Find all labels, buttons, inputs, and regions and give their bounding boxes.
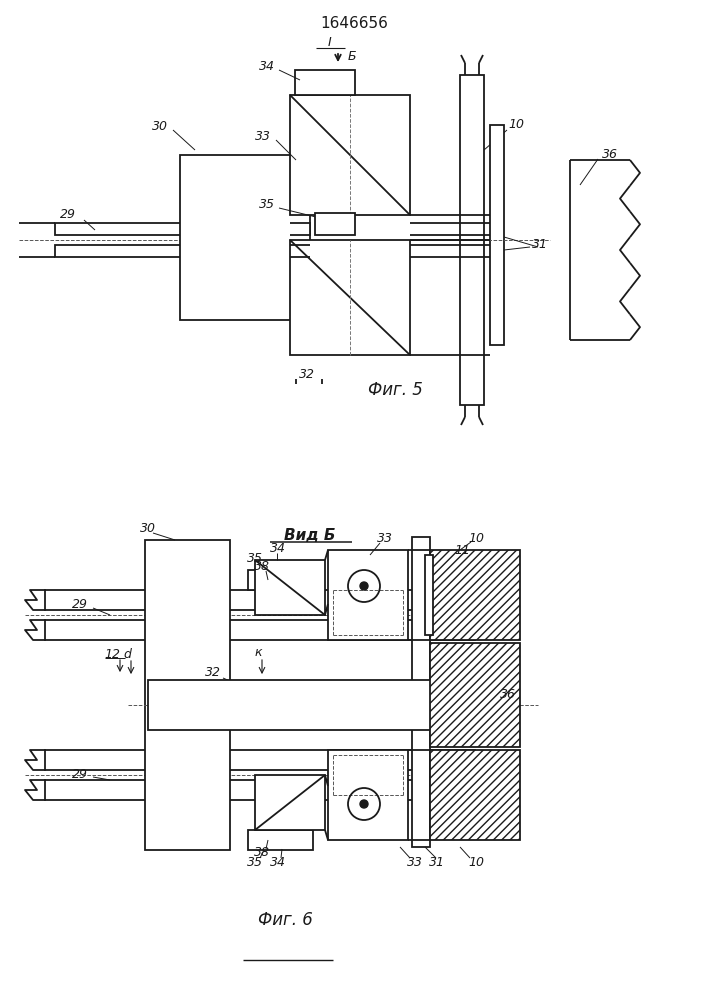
Text: 29: 29 — [72, 598, 88, 611]
Text: 10: 10 — [468, 856, 484, 868]
Text: 10: 10 — [468, 532, 484, 544]
Text: 34: 34 — [259, 60, 275, 74]
Text: 35: 35 — [247, 552, 263, 564]
Bar — [460, 75, 484, 405]
Bar — [145, 540, 230, 850]
Text: 34: 34 — [270, 856, 286, 868]
Bar — [430, 550, 520, 640]
Text: 31: 31 — [429, 856, 445, 868]
Text: 35: 35 — [247, 856, 263, 868]
Bar — [255, 775, 325, 830]
Bar — [180, 155, 310, 320]
Text: 30: 30 — [140, 522, 156, 534]
Circle shape — [360, 800, 368, 808]
Text: 1646656: 1646656 — [320, 15, 388, 30]
Bar — [255, 560, 325, 615]
Text: Б: Б — [348, 50, 356, 64]
Text: 32: 32 — [299, 368, 315, 381]
Text: 29: 29 — [60, 209, 76, 222]
Bar — [148, 680, 518, 730]
Bar — [490, 125, 504, 345]
Text: 32: 32 — [205, 666, 221, 680]
Text: 33: 33 — [255, 130, 271, 143]
Bar — [315, 213, 355, 235]
Text: 10: 10 — [508, 118, 524, 131]
Bar — [290, 95, 410, 215]
Text: 33: 33 — [407, 856, 423, 868]
Bar — [425, 555, 433, 635]
Text: 33: 33 — [377, 532, 393, 544]
Bar — [45, 750, 475, 770]
Bar — [55, 223, 310, 235]
Bar — [45, 780, 475, 800]
Bar — [45, 590, 475, 610]
Text: 31: 31 — [532, 238, 548, 251]
Text: 35: 35 — [259, 198, 275, 212]
Text: Фиг. 6: Фиг. 6 — [257, 911, 312, 929]
Bar — [295, 70, 355, 95]
Text: Фиг. 5: Фиг. 5 — [368, 381, 423, 399]
Text: к: к — [255, 647, 262, 660]
Text: 36: 36 — [500, 688, 516, 702]
Bar — [328, 750, 408, 840]
Text: 36: 36 — [602, 148, 618, 161]
Text: Вид Б: Вид Б — [284, 528, 336, 542]
Text: 12: 12 — [104, 648, 120, 662]
Bar — [55, 245, 310, 257]
Bar — [326, 217, 344, 231]
Circle shape — [360, 582, 368, 590]
Text: 38: 38 — [254, 846, 270, 859]
Text: 30: 30 — [152, 120, 168, 133]
Bar — [430, 643, 520, 747]
Text: 11: 11 — [454, 544, 470, 556]
Text: 34: 34 — [270, 542, 286, 554]
Bar — [412, 537, 430, 847]
Bar — [248, 570, 313, 590]
Bar — [430, 750, 520, 840]
Text: 29: 29 — [72, 768, 88, 782]
Text: I: I — [328, 36, 332, 49]
Text: d: d — [123, 648, 131, 662]
Bar — [290, 240, 410, 355]
Bar — [248, 830, 313, 850]
Bar — [328, 550, 408, 640]
Text: 38: 38 — [254, 560, 270, 574]
Bar — [45, 620, 475, 640]
